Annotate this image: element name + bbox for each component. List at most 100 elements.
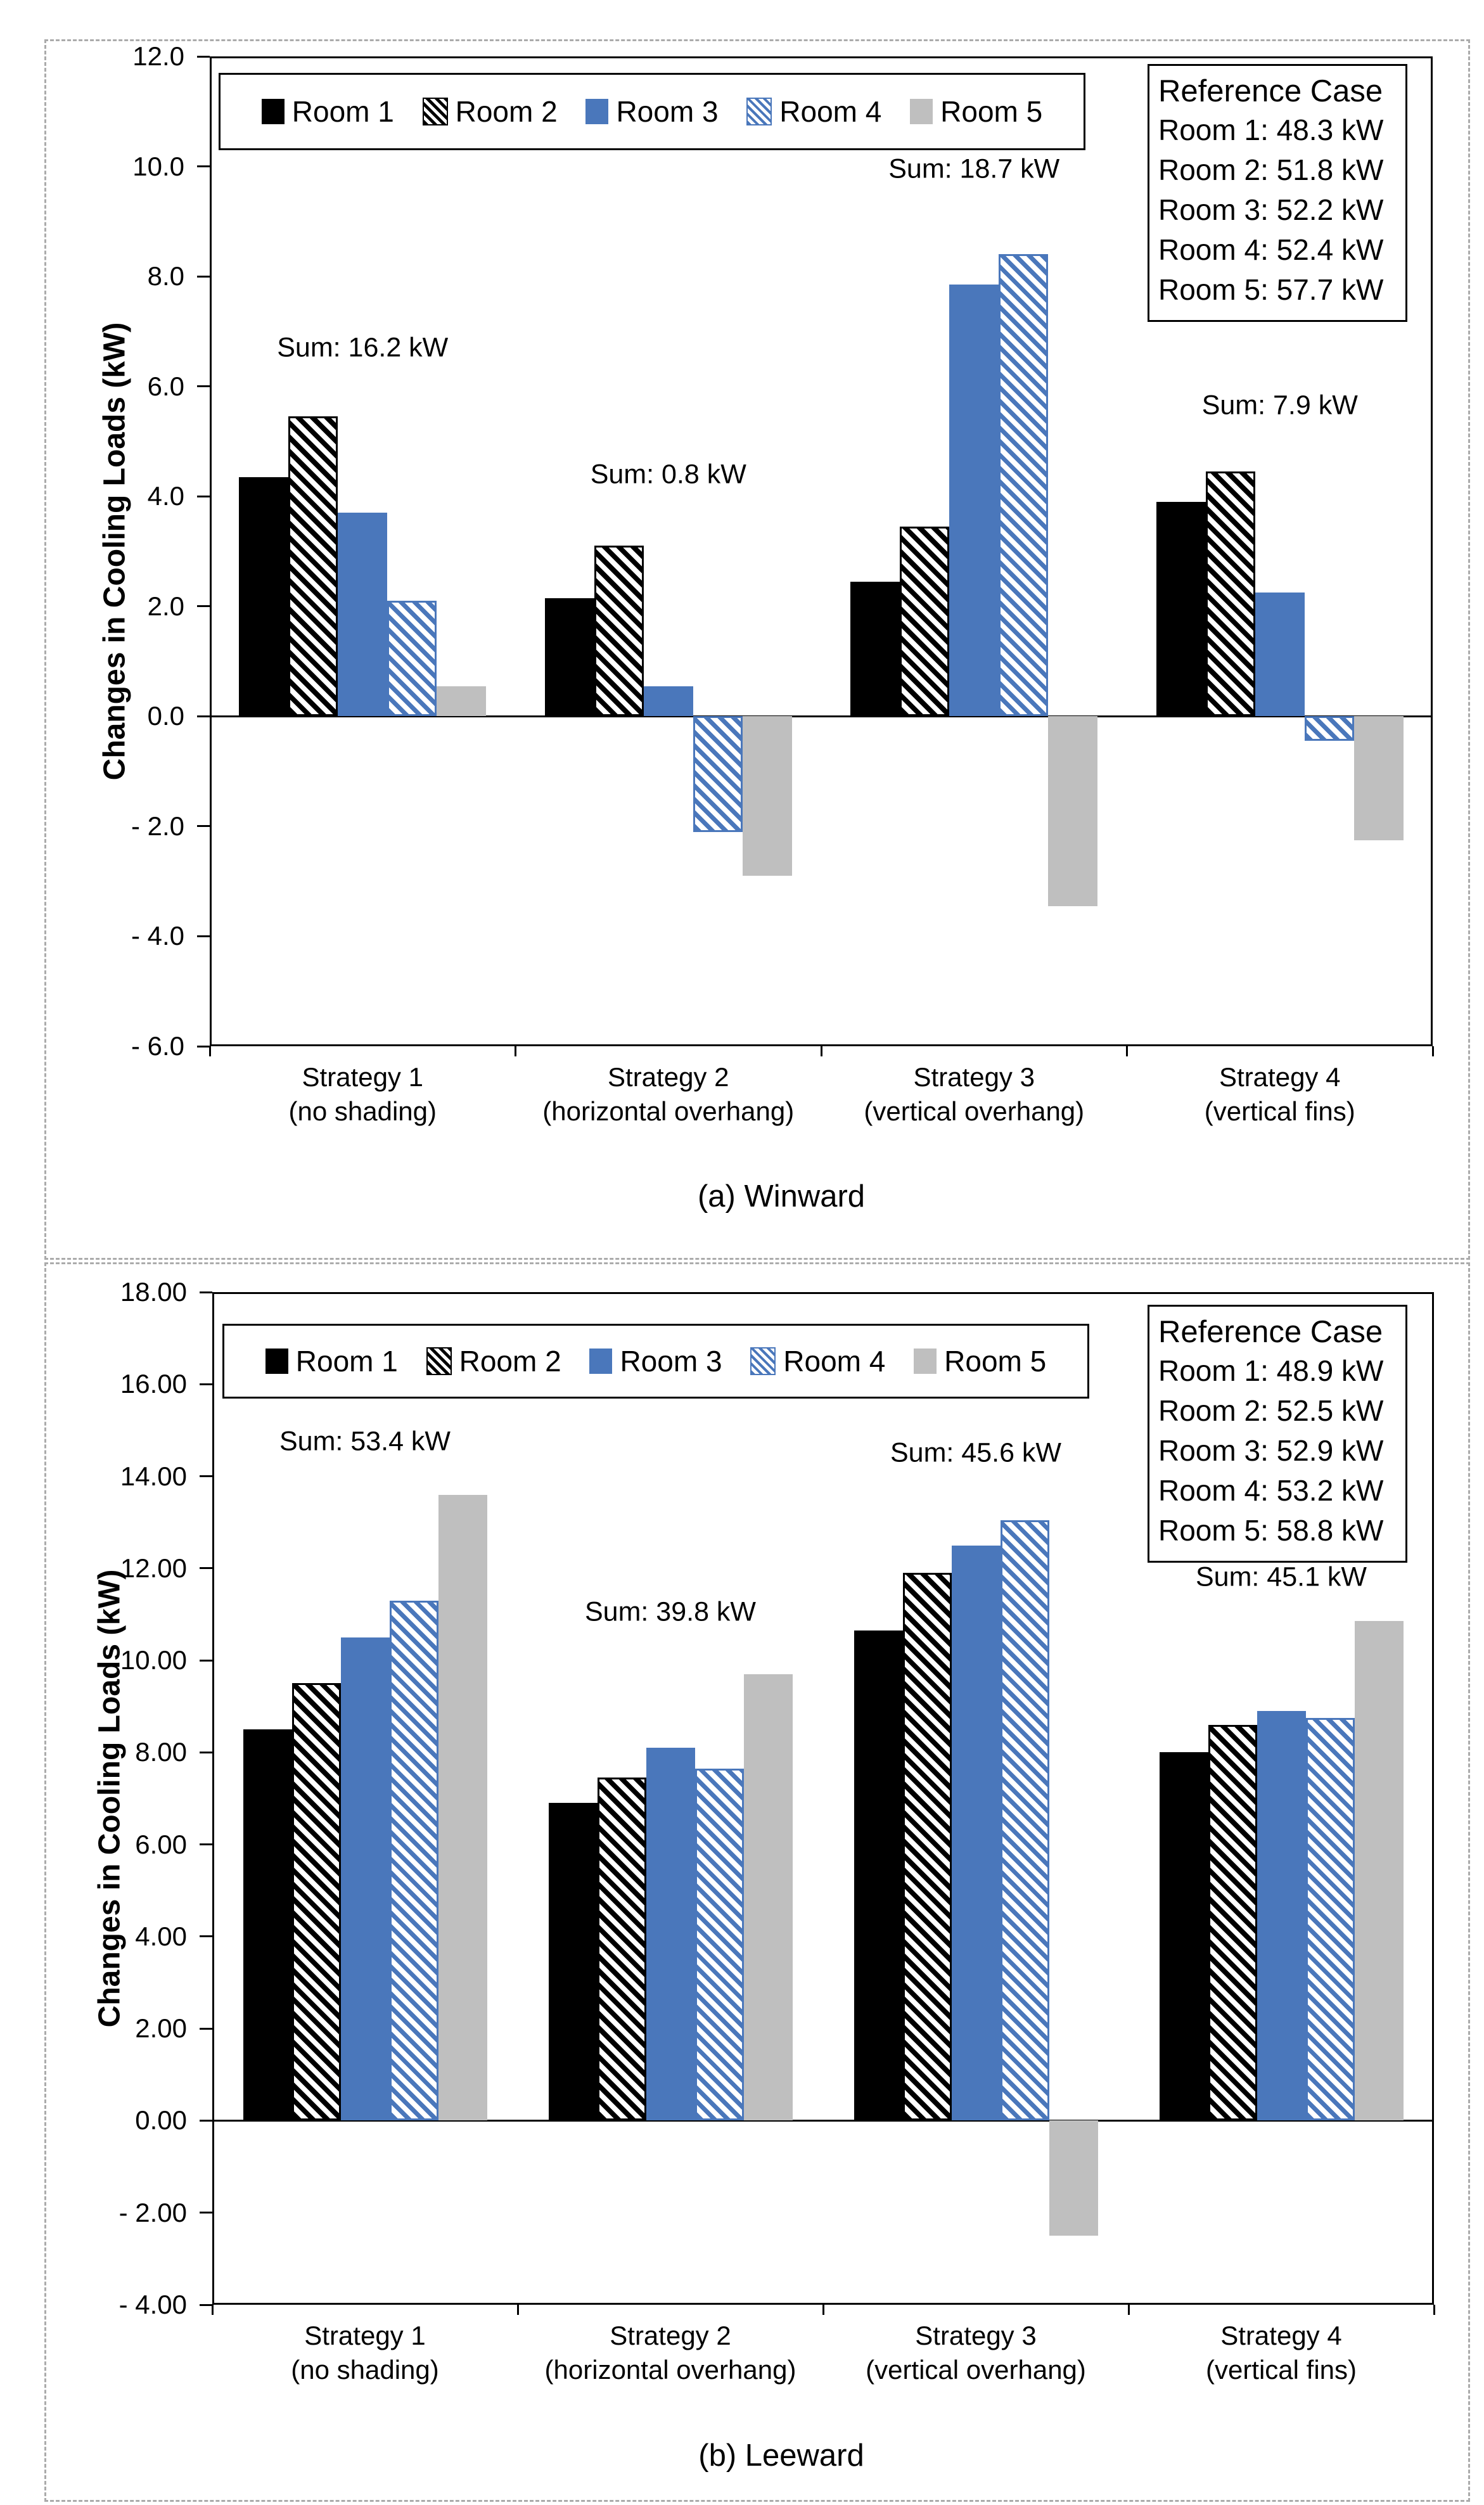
- y-axis-tick: [197, 605, 210, 608]
- legend: Room 1 Room 2 Room 3 Room 4 Room 5: [222, 1324, 1089, 1399]
- bar-room5-strategy2: [743, 1674, 793, 2121]
- y-axis-tick-label: 2.0: [147, 591, 184, 621]
- y-axis-tick-label: - 4.00: [118, 2290, 187, 2319]
- bar-room2-strategy3: [900, 526, 950, 717]
- sum-annotation-strategy1: Sum: 53.4 kW: [279, 1426, 451, 1457]
- x-axis-tick: [1431, 1046, 1434, 1056]
- sum-annotation-strategy4: Sum: 45.1 kW: [1195, 1561, 1367, 1592]
- x-axis-label-line2: (vertical fins): [1204, 1096, 1355, 1126]
- bar-room5-strategy3: [1048, 716, 1098, 906]
- y-axis-tick-label: 10.00: [120, 1645, 187, 1675]
- bar-room2-strategy1: [291, 1683, 341, 2121]
- sum-annotation-strategy2: Sum: 39.8 kW: [584, 1596, 757, 1627]
- y-axis-tick: [200, 1659, 212, 1662]
- y-axis-tick-label: 8.00: [135, 1737, 187, 1767]
- x-axis-label-strategy1: Strategy 1 (no shading): [204, 1060, 521, 1129]
- legend-label: Room 2: [459, 1345, 561, 1378]
- legend-label: Room 5: [944, 1345, 1047, 1378]
- reference-case-line-3: Room 3: 52.2 kW: [1158, 193, 1384, 226]
- legend-item-room3: Room 3: [589, 1344, 722, 1378]
- y-axis-tick: [197, 55, 210, 58]
- bar-room5-strategy3: [1049, 2120, 1098, 2236]
- y-axis-tick-label: 18.00: [120, 1277, 187, 1307]
- x-axis-label-line1: Strategy 2: [610, 2321, 731, 2350]
- bar-room3-strategy3: [949, 285, 999, 717]
- sum-annotation-strategy4: Sum: 7.9 kW: [1201, 390, 1358, 421]
- bar-room4-strategy1: [387, 601, 437, 717]
- x-axis-tick: [1433, 2305, 1435, 2315]
- legend-label: Room 4: [783, 1345, 886, 1378]
- y-axis-tick-label: 4.0: [147, 481, 184, 511]
- reference-case-line-5: Room 5: 57.7 kW: [1158, 273, 1384, 306]
- x-axis-zero-line: [210, 715, 1433, 717]
- x-axis-label-line2: (horizontal overhang): [542, 1096, 795, 1126]
- legend-swatch-icon: [914, 1349, 937, 1374]
- legend-swatch-icon: [585, 99, 609, 124]
- bar-room3-strategy2: [646, 1748, 695, 2121]
- y-axis-tick-label: 14.00: [120, 1461, 187, 1491]
- bar-room2-strategy2: [594, 546, 644, 717]
- x-axis-tick: [208, 1046, 211, 1056]
- reference-case-line-3: Room 3: 52.9 kW: [1158, 1434, 1384, 1467]
- bar-room3-strategy1: [340, 1637, 390, 2121]
- bar-room4-strategy2: [693, 716, 743, 832]
- bar-room1-strategy2: [548, 1803, 598, 2121]
- y-axis-tick-label: 12.0: [132, 41, 184, 71]
- bar-room4-strategy3: [999, 254, 1049, 717]
- x-axis-label-line2: (vertical overhang): [866, 2355, 1086, 2385]
- x-axis-label-line2: (no shading): [291, 2355, 439, 2385]
- y-axis-tick-label: 10.0: [132, 151, 184, 181]
- legend-label: Room 1: [295, 1345, 398, 1378]
- y-axis-tick: [197, 385, 210, 388]
- reference-case-box: Reference Case Room 1: 48.9 kW Room 2: 52.…: [1148, 1305, 1407, 1563]
- x-axis-label-strategy4: Strategy 4 (vertical fins): [1122, 1060, 1438, 1129]
- reference-case-line-1: Room 1: 48.9 kW: [1158, 1354, 1384, 1387]
- bar-room3-strategy4: [1255, 593, 1305, 717]
- y-axis-tick-label: - 2.00: [118, 2197, 187, 2227]
- bar-room3-strategy1: [338, 513, 388, 717]
- bar-room2-strategy2: [597, 1778, 646, 2121]
- reference-case-title: Reference Case: [1158, 1315, 1383, 1349]
- y-axis-tick: [200, 2119, 212, 2122]
- y-axis-tick: [197, 715, 210, 717]
- y-axis-tick: [200, 2027, 212, 2030]
- y-axis-tick-label: - 4.0: [131, 921, 184, 951]
- legend: Room 1 Room 2 Room 3 Room 4 Room 5: [219, 73, 1085, 150]
- legend-swatch-icon: [910, 99, 933, 124]
- y-axis-tick: [200, 1751, 212, 1753]
- legend-swatch-icon: [426, 1347, 452, 1375]
- x-axis-tick: [820, 1046, 822, 1056]
- reference-case-line-4: Room 4: 53.2 kW: [1158, 1474, 1384, 1507]
- x-axis-tick: [1126, 1046, 1128, 1056]
- legend-item-room1: Room 1: [265, 1344, 398, 1378]
- bar-room1-strategy3: [854, 1630, 903, 2121]
- panel-winward-chart: Changes in Cooling Loads (kW) 12.0 10.0 8.…: [44, 39, 1470, 1260]
- legend-item-room1: Room 1: [261, 94, 394, 129]
- legend-label: Room 2: [455, 95, 558, 128]
- y-axis-tick: [200, 2212, 212, 2214]
- legend-item-room3: Room 3: [585, 94, 719, 129]
- legend-label: Room 3: [616, 95, 719, 128]
- y-axis-tick-label: 6.00: [135, 1829, 187, 1859]
- legend-swatch-icon: [265, 1349, 288, 1374]
- bar-room1-strategy1: [243, 1729, 292, 2121]
- x-axis-label-line1: Strategy 4: [1219, 1062, 1341, 1092]
- y-axis-tick: [200, 1843, 212, 1846]
- bar-room1-strategy4: [1156, 501, 1206, 717]
- y-axis-tick-label: 16.00: [120, 1369, 187, 1399]
- y-axis-tick: [200, 1935, 212, 1938]
- panel-leeward-chart: Changes in Cooling Loads (kW) 18.00 16.00…: [44, 1262, 1470, 2502]
- x-axis-label-strategy2: Strategy 2 (horizontal overhang): [512, 2319, 829, 2387]
- y-axis-tick-label: 12.00: [120, 1553, 187, 1583]
- y-axis-tick: [197, 1045, 210, 1047]
- y-axis-tick: [200, 2303, 212, 2306]
- legend-label: Room 5: [940, 95, 1043, 128]
- bar-room5-strategy1: [437, 686, 487, 717]
- reference-case-title: Reference Case: [1158, 74, 1383, 108]
- bar-room1-strategy4: [1159, 1752, 1208, 2121]
- bar-room5-strategy2: [742, 716, 792, 876]
- bar-room4-strategy2: [694, 1768, 744, 2121]
- reference-case-line-2: Room 2: 51.8 kW: [1158, 153, 1384, 186]
- x-axis-label-line2: (vertical overhang): [864, 1096, 1085, 1126]
- bar-room4-strategy1: [389, 1600, 438, 2121]
